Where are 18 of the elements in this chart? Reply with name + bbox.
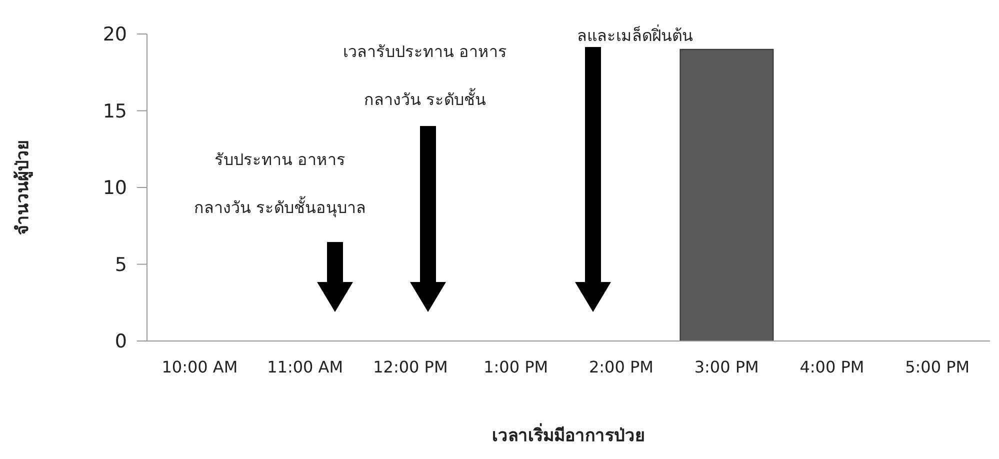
x-tick-label: 2:00 PM — [588, 357, 654, 376]
text: รับประทาน อาหาร กลางวัน ระดับชั้นอนุบาล — [194, 150, 366, 217]
x-tick-label: 1:00 PM — [484, 357, 548, 376]
x-tick-label: 12:00 PM — [373, 357, 448, 376]
x-tick-label: 10:00 AM — [162, 357, 238, 376]
x-axis-title: เวลาเริ่มมีอาการป่วย — [492, 423, 645, 446]
y-tick-label: 0 — [114, 330, 127, 353]
x-tick-label: 5:00 PM — [905, 357, 970, 376]
y-tick-label: 5 — [114, 254, 127, 276]
y-axis-title: จำนวนผู้ป่วย — [13, 140, 34, 235]
x-tick-label: 3:00 PM — [694, 357, 759, 376]
text: เวลารับประทาน อาหาร กลางวัน ระดับชั้น — [342, 42, 508, 109]
annotation: ลและเมล็ดฝิ่นต้น — [577, 26, 693, 45]
x-tick-label: 11:00 AM — [267, 357, 344, 376]
x-tick-label: 4:00 PM — [800, 357, 864, 376]
y-tick-label: 20 — [102, 24, 127, 46]
y-tick-label: 15 — [102, 100, 127, 122]
y-tick-label: 10 — [102, 177, 127, 200]
